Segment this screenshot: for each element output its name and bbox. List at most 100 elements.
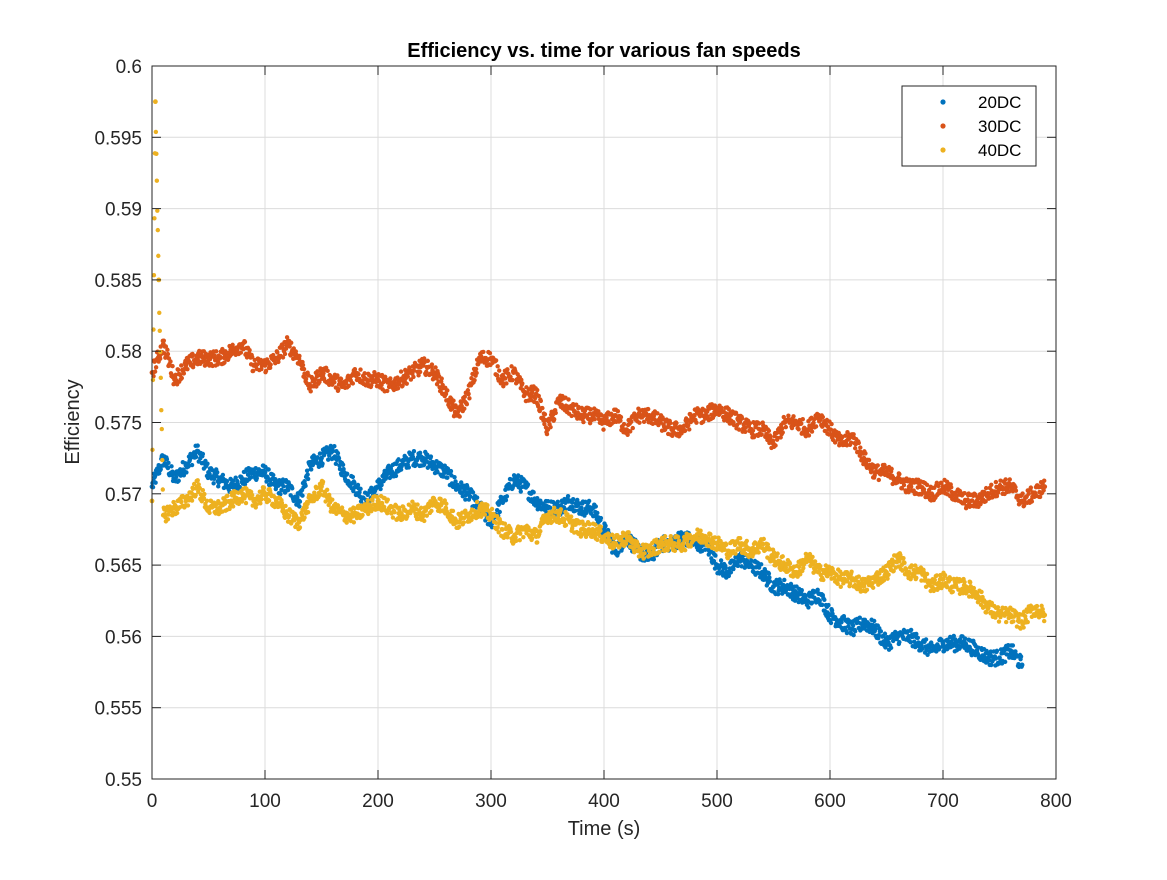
data-point bbox=[566, 397, 570, 401]
data-point bbox=[153, 99, 158, 104]
data-point bbox=[247, 348, 251, 352]
data-point bbox=[182, 371, 186, 375]
data-point bbox=[713, 553, 717, 557]
data-point bbox=[518, 531, 522, 535]
data-point bbox=[641, 556, 645, 560]
data-point bbox=[733, 551, 737, 555]
data-point bbox=[196, 443, 200, 447]
data-point bbox=[548, 425, 552, 429]
data-point bbox=[176, 368, 180, 372]
data-point bbox=[165, 348, 169, 352]
data-point bbox=[821, 415, 825, 419]
data-point bbox=[818, 564, 822, 568]
data-point bbox=[756, 550, 760, 554]
data-point bbox=[540, 406, 544, 410]
data-point bbox=[775, 551, 779, 555]
data-point bbox=[879, 629, 883, 633]
data-point bbox=[505, 494, 509, 498]
data-point bbox=[646, 407, 650, 411]
data-point bbox=[498, 510, 502, 514]
data-point bbox=[304, 377, 308, 381]
data-point bbox=[430, 362, 434, 366]
data-point bbox=[1020, 663, 1025, 668]
data-point bbox=[543, 412, 547, 416]
data-point bbox=[366, 498, 370, 502]
data-point bbox=[595, 538, 599, 542]
data-point bbox=[674, 421, 678, 425]
data-point bbox=[776, 592, 780, 596]
data-point bbox=[259, 497, 263, 501]
data-point bbox=[829, 621, 833, 625]
data-point bbox=[622, 422, 626, 426]
data-point bbox=[180, 376, 184, 380]
data-point bbox=[332, 444, 336, 448]
data-point bbox=[154, 365, 158, 369]
data-point bbox=[745, 539, 749, 543]
data-point bbox=[166, 517, 170, 521]
data-point bbox=[669, 534, 673, 538]
data-point bbox=[724, 542, 728, 546]
data-point bbox=[497, 368, 501, 372]
data-point bbox=[657, 550, 661, 554]
data-point bbox=[177, 479, 181, 483]
data-point bbox=[738, 536, 742, 540]
data-point bbox=[186, 503, 190, 507]
data-point bbox=[160, 458, 164, 462]
data-point bbox=[601, 427, 605, 431]
data-point bbox=[724, 566, 728, 570]
data-point bbox=[418, 370, 422, 374]
data-point bbox=[283, 352, 287, 356]
data-point bbox=[858, 445, 862, 449]
data-point bbox=[341, 463, 345, 467]
data-point bbox=[497, 530, 501, 534]
data-point bbox=[287, 513, 291, 517]
data-point bbox=[290, 486, 294, 490]
data-point bbox=[504, 498, 508, 502]
data-point bbox=[306, 510, 310, 514]
data-point bbox=[221, 473, 225, 477]
data-point bbox=[677, 538, 681, 542]
data-point bbox=[800, 588, 804, 592]
data-point bbox=[451, 399, 455, 403]
data-point bbox=[853, 629, 857, 633]
data-point bbox=[429, 509, 433, 513]
data-point bbox=[786, 414, 790, 418]
data-point bbox=[676, 535, 680, 539]
data-point bbox=[244, 501, 248, 505]
data-point bbox=[325, 488, 329, 492]
data-point bbox=[909, 628, 913, 632]
data-point bbox=[475, 500, 479, 504]
data-point bbox=[885, 576, 889, 580]
data-point bbox=[799, 421, 803, 425]
data-point bbox=[1019, 654, 1023, 658]
data-point bbox=[490, 507, 494, 511]
data-point bbox=[207, 511, 211, 515]
data-point bbox=[810, 555, 814, 559]
data-point bbox=[698, 529, 702, 533]
data-point bbox=[767, 575, 771, 579]
data-point bbox=[392, 510, 396, 514]
data-point bbox=[849, 569, 853, 573]
data-point bbox=[548, 506, 552, 510]
data-point bbox=[901, 556, 905, 560]
data-point bbox=[556, 500, 560, 504]
data-point bbox=[298, 499, 302, 503]
data-point bbox=[158, 350, 162, 354]
data-point bbox=[902, 483, 906, 487]
data-point bbox=[474, 367, 478, 371]
data-point bbox=[281, 484, 285, 488]
data-point bbox=[155, 179, 159, 183]
data-point bbox=[262, 485, 266, 489]
data-point bbox=[495, 364, 499, 368]
data-point bbox=[814, 424, 818, 428]
data-point bbox=[545, 432, 549, 436]
data-point bbox=[351, 475, 355, 479]
data-point bbox=[201, 488, 205, 492]
data-point bbox=[494, 358, 498, 362]
data-point bbox=[429, 454, 433, 458]
data-point bbox=[481, 350, 485, 354]
data-point bbox=[821, 578, 825, 582]
data-point bbox=[708, 532, 712, 536]
data-point bbox=[652, 546, 656, 550]
